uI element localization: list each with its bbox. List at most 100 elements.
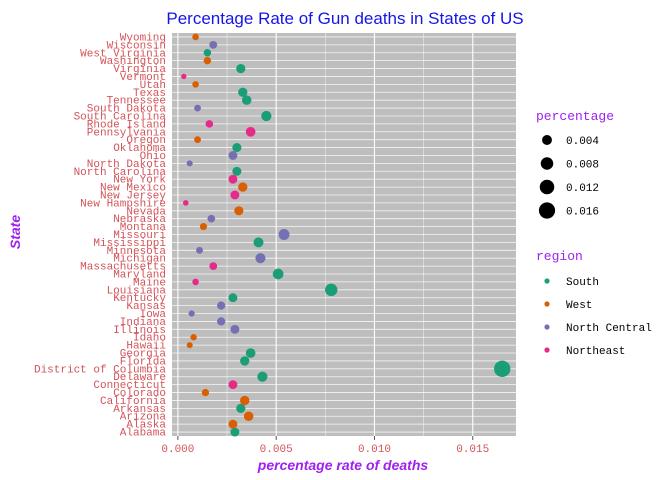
data-point xyxy=(209,262,218,271)
chart-title: Percentage Rate of Gun deaths in States … xyxy=(166,9,523,28)
y-tick-label: Wyoming xyxy=(120,32,166,44)
size-legend-label: 0.004 xyxy=(566,136,599,148)
data-point xyxy=(228,151,238,160)
data-point xyxy=(255,253,266,264)
y-tick-label: Arkansas xyxy=(113,404,166,416)
y-tick-label: North Dakota xyxy=(87,159,167,171)
y-tick-label: North Carolina xyxy=(74,167,167,179)
size-legend-label: 0.016 xyxy=(566,207,599,219)
data-point xyxy=(245,348,256,358)
y-tick-label: Georgia xyxy=(120,349,167,361)
y-tick-label: Washington xyxy=(100,56,166,68)
data-point xyxy=(228,174,238,184)
y-tick-label: Nebraska xyxy=(113,214,166,226)
data-point xyxy=(494,360,511,378)
data-point xyxy=(217,317,226,326)
data-point xyxy=(196,246,203,254)
y-tick-label: Arizona xyxy=(120,412,167,424)
size-legend-label: 0.008 xyxy=(566,160,599,172)
y-tick-label: Alabama xyxy=(120,428,167,440)
y-tick-label: Alaska xyxy=(126,420,166,432)
data-point xyxy=(192,33,199,41)
y-tick-label: District of Columbia xyxy=(34,364,166,376)
data-point xyxy=(188,310,195,317)
y-tick-label: Delaware xyxy=(113,372,166,384)
data-point xyxy=(201,388,210,397)
data-point xyxy=(186,342,193,349)
data-point xyxy=(238,182,248,192)
x-tick-label: 0.015 xyxy=(456,444,489,456)
y-tick-label: Vermont xyxy=(120,72,166,84)
size-legend: percentage 0.004 0.008 0.012 0.016 xyxy=(536,109,614,219)
data-point xyxy=(190,334,197,341)
color-legend-label: North Central xyxy=(566,323,652,335)
y-tick-label: Oklahoma xyxy=(113,143,166,155)
x-axis-ticks: 0.000 0.005 0.010 0.015 xyxy=(161,436,489,456)
data-point xyxy=(234,206,244,216)
y-tick-label: Missouri xyxy=(113,230,166,242)
color-legend-key xyxy=(544,324,550,330)
data-point xyxy=(240,395,250,406)
data-point xyxy=(203,49,212,57)
data-point xyxy=(194,104,201,112)
data-point xyxy=(205,120,214,128)
data-point xyxy=(253,237,264,248)
y-tick-label: Florida xyxy=(120,356,167,368)
color-legend-label: Northeast xyxy=(566,346,625,358)
y-tick-label: New Jersey xyxy=(100,190,166,202)
data-point xyxy=(257,371,268,382)
size-legend-key xyxy=(542,135,552,145)
y-tick-label: Pennsylvania xyxy=(87,127,167,139)
color-legend-key xyxy=(544,347,550,353)
y-tick-label: Louisiana xyxy=(107,285,167,297)
y-tick-label: Idaho xyxy=(133,333,166,345)
y-tick-label: Nevada xyxy=(126,206,166,218)
data-point xyxy=(217,301,226,310)
y-tick-label: Colorado xyxy=(113,388,166,400)
data-point xyxy=(228,293,238,303)
color-legend-key xyxy=(544,278,550,284)
grid-lines xyxy=(172,33,516,436)
color-legend-label: West xyxy=(566,300,592,312)
data-point xyxy=(325,283,338,297)
data-point xyxy=(243,411,254,422)
y-tick-label: South Dakota xyxy=(87,104,167,116)
data-point xyxy=(236,63,246,74)
data-point xyxy=(261,110,272,122)
color-legend: region South West North Central Northeast xyxy=(536,249,652,358)
data-point xyxy=(207,214,216,223)
x-axis-label: percentage rate of deaths xyxy=(257,457,429,473)
data-point xyxy=(192,278,199,286)
y-tick-label: Tennessee xyxy=(107,96,166,108)
data-point xyxy=(228,380,238,390)
size-legend-label: 0.012 xyxy=(566,183,599,195)
data-point xyxy=(230,324,240,334)
color-legend-label: South xyxy=(566,277,599,289)
data-point xyxy=(199,223,208,231)
y-tick-label: Montana xyxy=(120,222,167,234)
y-tick-label: South Carolina xyxy=(74,111,167,123)
data-point xyxy=(230,427,240,437)
data-point xyxy=(186,160,193,167)
data-points xyxy=(181,33,511,437)
y-tick-label: Virginia xyxy=(113,64,166,76)
y-tick-label: Hawaii xyxy=(126,341,166,353)
data-point xyxy=(278,229,290,240)
y-tick-label: Ohio xyxy=(140,151,166,163)
y-axis-label: State xyxy=(7,215,23,249)
data-point xyxy=(232,166,242,176)
data-point xyxy=(241,95,252,105)
size-legend-key xyxy=(540,157,554,170)
data-point xyxy=(192,81,199,88)
size-legend-title: percentage xyxy=(536,109,614,124)
y-tick-label: Rhode Island xyxy=(87,119,166,131)
data-point xyxy=(272,268,284,280)
data-point xyxy=(181,73,187,80)
y-tick-label: Indiana xyxy=(120,317,167,329)
y-tick-label: Maryland xyxy=(113,270,166,282)
x-tick-label: 0.010 xyxy=(358,444,391,456)
y-tick-label: New York xyxy=(113,175,166,187)
data-point xyxy=(240,356,250,366)
y-tick-label: Wisconsin xyxy=(107,40,166,52)
